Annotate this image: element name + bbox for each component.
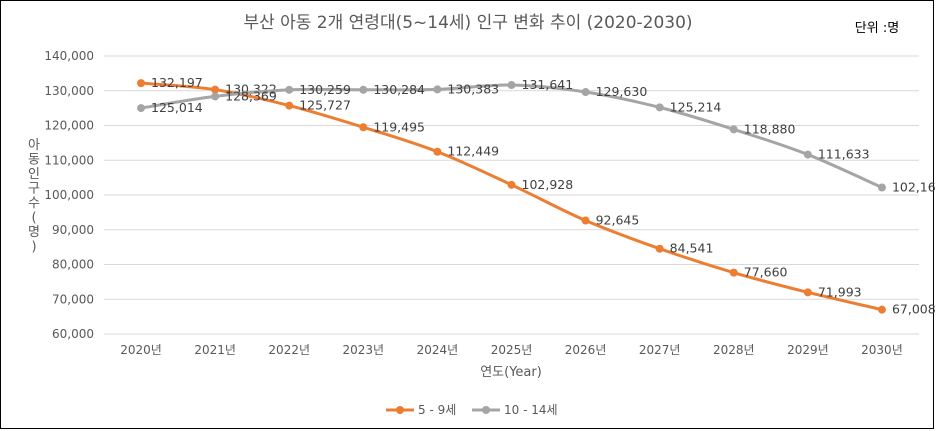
x-tick-label: 2027년 [639,343,681,357]
data-point [655,103,664,112]
x-tick-label: 2023년 [343,343,385,357]
x-tick-label: 2026년 [565,343,607,357]
data-label: 102,162 [892,179,935,194]
y-tick-label: 140,000 [44,49,94,63]
legend-entry: 10 - 14세 [504,403,558,417]
series-layer: 132,197 130,322125,727119,495112,449102,9… [137,75,935,317]
data-point [877,305,886,314]
data-label: 71,993 [818,284,862,299]
data-label: 128,369 [225,88,277,103]
x-tick-label: 2028년 [713,343,755,357]
chart-title: 부산 아동 2개 연령대(5~14세) 인구 변화 추이 (2020-2030) [243,13,692,33]
data-label: 84,541 [670,241,714,256]
y-axis-title-char: 아 [28,138,40,153]
y-tick-label: 90,000 [52,223,94,237]
y-axis-title-char: 명 [28,225,40,240]
data-point [507,180,516,189]
y-axis-title-char: 인 [28,167,40,182]
data-label: 125,014 [151,100,203,115]
y-tick-label: 60,000 [52,327,94,341]
data-point [581,88,590,97]
data-label: 129,630 [596,84,648,99]
data-point [655,244,664,253]
data-label: 112,449 [447,144,499,159]
x-tick-label: 2022년 [268,343,310,357]
data-point [507,81,516,90]
y-tick-label: 70,000 [52,292,94,306]
data-label: 130,259 [299,82,351,97]
data-point [211,85,220,94]
data-point [359,85,368,94]
x-tick-label: 2030년 [861,343,903,357]
data-label: 102,928 [522,177,574,192]
data-point [729,268,738,277]
data-point [433,85,442,94]
data-label: 125,727 [299,98,351,113]
data-point [433,147,442,156]
x-axis-title: 연도(Year) [480,365,542,380]
data-label: 132,197 [151,75,203,90]
y-tick-label: 130,000 [44,84,94,98]
legend: 5 - 9세 10 - 14세 [386,403,558,417]
unit-label: 단위 :명 [855,21,899,36]
x-tick-label: 2024년 [417,343,459,357]
x-axis-ticks: 2020년 2021년 2022년 2023년 2024년 2025년 2026년 2027년… [120,343,903,357]
y-tick-label: 120,000 [44,119,94,133]
data-label: 131,641 [522,77,574,92]
data-point [285,85,294,94]
y-axis-ticks: 60,000 70,000 80,000 90,000 100,000 110,000 12… [44,49,94,341]
y-axis-title-char: 동 [28,153,40,168]
data-label: 119,495 [373,119,425,134]
y-axis-title-char: 구 [28,182,40,197]
y-axis-title-char: ( [31,211,36,226]
series-age-10-14: 125,014 128,369 130,259 130,284 130,383 131,6… [137,77,935,194]
y-tick-label: 80,000 [52,258,94,272]
data-point [729,125,738,134]
y-tick-label: 100,000 [44,188,94,202]
data-point [803,150,812,159]
legend-swatch-marker [396,406,404,414]
x-tick-label: 2025년 [491,343,533,357]
data-label: 118,880 [744,121,796,136]
data-point [581,216,590,225]
y-tick-label: 110,000 [44,153,94,167]
x-tick-label: 2020년 [120,343,162,357]
data-point [137,79,146,88]
data-point [137,104,146,113]
data-label: 67,008 [892,302,935,317]
y-axis-title-char: 수 [28,196,40,211]
x-tick-label: 2029년 [787,343,829,357]
x-tick-label: 2021년 [194,343,236,357]
data-point [211,92,220,101]
series-age-5-9: 132,197 130,322125,727119,495112,449102,9… [137,75,935,317]
data-point [359,123,368,132]
data-label: 130,383 [447,81,499,96]
gridlines [104,55,919,335]
data-point [285,101,294,110]
legend-entry: 5 - 9세 [418,403,456,417]
y-axis-title-char: ) [31,240,36,255]
data-point [803,288,812,297]
data-label: 92,645 [596,213,640,228]
data-label: 125,214 [670,99,722,114]
legend-swatch-marker [482,406,490,414]
data-point [877,183,886,192]
data-label: 130,284 [373,82,425,97]
data-label: 111,633 [818,147,870,162]
data-label: 77,660 [744,265,788,280]
